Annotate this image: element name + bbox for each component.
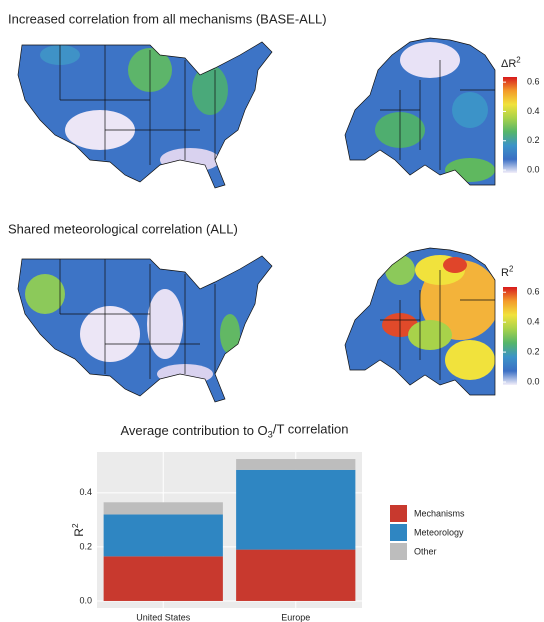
bar-segment bbox=[236, 459, 356, 470]
bar-segment bbox=[236, 469, 356, 550]
colorbar-title: ΔR2 bbox=[501, 56, 521, 70]
colorbar-title: R2 bbox=[501, 265, 513, 279]
panel-title: Shared meteorological correlation (ALL) bbox=[8, 221, 238, 236]
script-text: 2 bbox=[70, 523, 80, 528]
legend-swatch bbox=[390, 505, 407, 522]
colorbar-tick-label: 0.0 bbox=[527, 376, 540, 386]
colorbar-tick-label: 0.0 bbox=[527, 164, 540, 174]
colorbar-tick-label: 0.6 bbox=[527, 287, 540, 297]
legend-swatch bbox=[390, 543, 407, 560]
y-tick-label: 0.0 bbox=[79, 595, 92, 605]
x-tick-label: Europe bbox=[281, 612, 310, 622]
title-part: R bbox=[501, 267, 509, 279]
y-tick-label: 0.4 bbox=[79, 487, 92, 497]
bar-segment bbox=[103, 502, 223, 515]
us-map bbox=[17, 41, 273, 189]
colorbar-tick-label: 0.6 bbox=[527, 77, 540, 87]
colorbar bbox=[503, 77, 517, 173]
x-tick-label: United States bbox=[136, 612, 191, 622]
script-text: 2 bbox=[509, 265, 513, 274]
y-axis-title: R2 bbox=[70, 523, 86, 537]
title-part: ΔR bbox=[501, 58, 516, 70]
colorbar-tick-label: 0.2 bbox=[527, 346, 540, 356]
legend-swatch bbox=[390, 524, 407, 541]
colorbar-tick-label: 0.4 bbox=[527, 106, 540, 116]
title-part: /T correlation bbox=[273, 422, 349, 437]
title-part: Average contribution to O bbox=[120, 423, 267, 438]
y-tick-label: 0.2 bbox=[79, 541, 92, 551]
bar-segment bbox=[103, 556, 223, 601]
colorbar-tick-label: 0.2 bbox=[527, 135, 540, 145]
script-text: 2 bbox=[516, 56, 520, 65]
legend-label: Mechanisms bbox=[414, 508, 465, 518]
us-map bbox=[17, 255, 273, 403]
title-part: R bbox=[72, 528, 86, 537]
colorbar-tick-label: 0.4 bbox=[527, 317, 540, 327]
bar-segment bbox=[103, 514, 223, 557]
panel-title: Increased correlation from all mechanism… bbox=[8, 11, 327, 26]
europe-map bbox=[344, 37, 496, 186]
bar-segment bbox=[236, 549, 356, 601]
europe-map bbox=[344, 247, 496, 396]
legend-label: Meteorology bbox=[414, 527, 464, 537]
colorbar bbox=[503, 287, 517, 385]
script-text: 3 bbox=[268, 430, 273, 440]
legend-label: Other bbox=[414, 546, 437, 556]
chart-title: Average contribution to O3/T correlation bbox=[120, 422, 348, 440]
